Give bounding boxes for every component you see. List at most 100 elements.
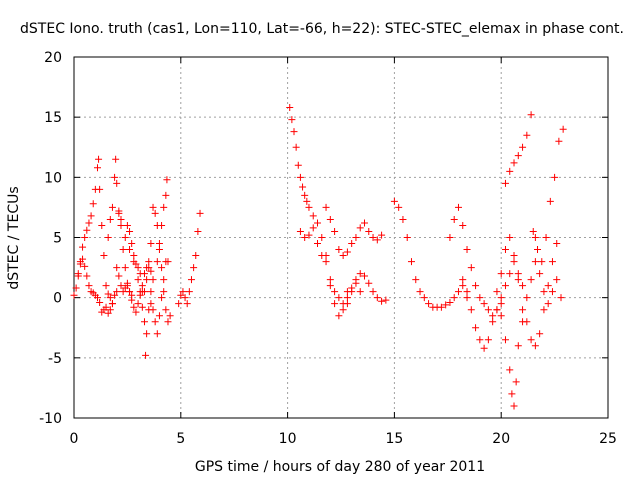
data-point [83,272,91,280]
series-15 [446,203,505,320]
data-point [303,197,311,205]
data-point [158,264,166,272]
data-point [546,197,554,205]
data-point [472,324,480,332]
data-point [519,306,527,314]
data-point [343,248,351,256]
data-point [322,203,330,211]
data-point [121,234,129,241]
x-axis: 0 5 10 15 20 25 [70,57,617,447]
data-point [83,226,91,234]
data-point [72,284,80,292]
data-point [557,294,565,302]
data-point [158,294,166,302]
data-point [85,219,93,227]
data-point [412,276,420,284]
data-point [96,298,104,306]
data-point [102,282,110,290]
data-point [331,227,339,235]
data-point [93,294,101,302]
data-point [147,267,155,275]
data-point [514,152,522,160]
y-axis: -10 -5 0 5 10 15 20 [39,50,608,427]
data-point [335,294,343,302]
data-point [484,336,492,344]
data-point [356,288,364,296]
data-point [121,264,129,272]
data-point [147,288,155,296]
data-point [140,270,148,278]
data-point [326,215,334,223]
data-point [348,240,356,248]
data-point [130,252,138,260]
data-point [160,276,168,284]
data-point [489,312,497,320]
data-point [149,306,157,314]
data-point [459,221,467,229]
data-point [335,312,343,320]
data-point [369,234,377,241]
data-point [301,234,309,241]
data-point [536,330,544,338]
data-point [158,221,166,229]
data-point [299,183,307,191]
data-point [70,291,78,299]
data-point [132,308,140,316]
data-point [318,234,326,241]
data-point [104,234,112,241]
data-point [117,282,125,290]
data-point [290,128,298,136]
data-point [501,246,509,254]
data-point [149,276,157,284]
series-5 [123,221,157,296]
y-tick-label: -5 [48,351,62,367]
data-point [356,224,364,232]
series-18 [501,111,565,308]
data-point [331,300,339,308]
data-point [335,246,343,254]
data-point [296,227,304,235]
series-12 [322,203,386,260]
data-point [162,191,170,199]
data-point [98,221,106,229]
data-point [119,246,127,254]
data-point [89,200,97,208]
x-tick-label: 20 [492,431,510,447]
data-point [523,131,531,139]
data-point [126,246,134,254]
data-point [514,270,522,278]
data-point [527,111,535,119]
data-point [365,279,373,287]
data-point [480,344,488,352]
data-point [544,282,552,290]
data-point [140,288,148,296]
series-1 [74,255,121,317]
data-point [527,336,535,344]
data-point [301,191,309,199]
series-8 [153,176,174,320]
data-point [181,294,189,302]
data-point [149,203,157,211]
data-point [143,276,151,284]
data-point [501,282,509,290]
data-point [450,294,458,302]
data-point [142,351,150,359]
data-point [130,303,138,311]
data-point [331,288,339,296]
data-point [446,298,454,306]
data-point [553,276,561,284]
y-tick-label: -10 [39,411,62,427]
data-point [185,288,193,296]
data-point [510,252,518,260]
y-tick-label: 5 [53,231,62,247]
data-point [356,270,364,278]
data-point [190,264,198,272]
data-point [162,306,170,314]
data-point [305,231,313,239]
data-point [446,234,454,241]
data-point [138,282,146,290]
data-point [497,300,505,308]
data-point [155,312,163,320]
data-point [467,306,475,314]
data-point [100,252,108,260]
